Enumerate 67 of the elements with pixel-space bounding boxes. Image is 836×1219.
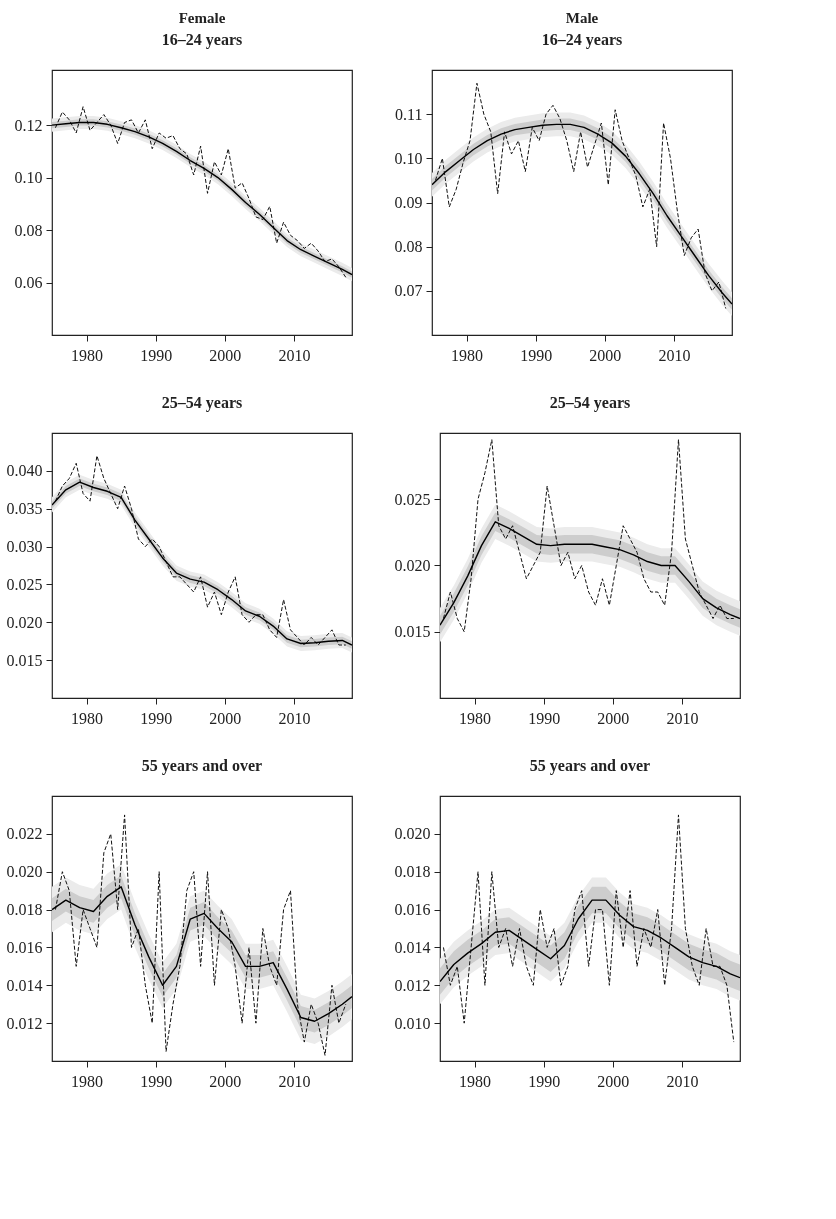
x-tick-label: 2010	[278, 1072, 311, 1090]
x-tick-label: 2010	[666, 1072, 699, 1090]
x-tick-label: 2000	[209, 709, 242, 727]
y-tick-label: 0.020	[394, 557, 431, 574]
x-tick-label: 2000	[589, 346, 622, 364]
y-tick-label: 0.10	[394, 149, 423, 167]
line-series	[440, 899, 740, 983]
x-tick-label: 1980	[451, 346, 484, 364]
x-tick-label: 1980	[71, 1072, 104, 1090]
y-tick-label: 0.012	[6, 1014, 43, 1032]
x-tick-label: 2000	[597, 1072, 630, 1090]
x-tick-label: 1980	[459, 1072, 492, 1090]
y-tick-label: 0.12	[14, 116, 43, 134]
chart-title: Male	[565, 10, 599, 26]
x-tick-label: 2000	[209, 346, 242, 364]
chart-title: 55 years and over	[529, 757, 651, 775]
chart-title: 55 years and over	[141, 757, 263, 775]
y-tick-label: 0.09	[394, 194, 423, 211]
y-tick-label: 0.020	[6, 613, 43, 631]
x-tick-label: 1990	[528, 709, 561, 727]
y-tick-label: 0.012	[394, 976, 431, 994]
y-tick-label: 0.10	[14, 169, 43, 187]
y-tick-label: 0.11	[395, 105, 423, 123]
line-series	[442, 439, 735, 633]
y-tick-label: 0.015	[394, 623, 431, 641]
y-tick-label: 0.016	[394, 901, 431, 919]
x-tick-label: 1990	[140, 346, 173, 364]
y-tick-label: 0.010	[394, 1014, 431, 1032]
line-series	[54, 814, 347, 1056]
x-tick-label: 2010	[666, 709, 699, 727]
line-series	[442, 814, 735, 1043]
y-tick-label: 0.07	[394, 282, 423, 300]
y-tick-label: 0.025	[394, 490, 431, 508]
y-tick-label: 0.022	[6, 825, 43, 843]
chart-subtitle: 16–24 years	[161, 31, 243, 49]
x-tick-label: 2010	[278, 709, 311, 727]
y-tick-label: 0.014	[394, 938, 431, 956]
y-tick-label: 0.040	[6, 462, 43, 480]
chart-title: 25–54 years	[549, 394, 631, 412]
x-tick-label: 2010	[658, 346, 691, 364]
x-tick-label: 1990	[140, 709, 173, 727]
x-tick-label: 1980	[71, 346, 104, 364]
x-tick-label: 1980	[459, 709, 492, 727]
x-tick-label: 2000	[209, 1072, 242, 1090]
y-tick-label: 0.015	[6, 651, 43, 669]
y-tick-label: 0.018	[394, 863, 431, 881]
y-tick-label: 0.020	[6, 863, 43, 881]
x-tick-label: 1980	[71, 709, 104, 727]
y-tick-label: 0.016	[6, 938, 43, 956]
y-tick-label: 0.020	[394, 825, 431, 843]
x-tick-label: 1990	[520, 346, 553, 364]
y-tick-label: 0.035	[6, 500, 43, 518]
y-tick-label: 0.014	[6, 976, 43, 994]
y-tick-label: 0.030	[6, 538, 43, 556]
chart-subtitle: 16–24 years	[541, 31, 623, 49]
y-tick-label: 0.06	[14, 274, 43, 292]
x-tick-label: 1990	[528, 1072, 561, 1090]
x-tick-label: 2000	[597, 709, 630, 727]
line-series	[434, 82, 727, 309]
x-tick-label: 1990	[140, 1072, 173, 1090]
chart-title: Female	[178, 10, 226, 26]
chart-title: 25–54 years	[161, 394, 243, 412]
y-tick-label: 0.018	[6, 901, 43, 919]
x-tick-label: 2010	[278, 346, 311, 364]
y-tick-label: 0.08	[14, 221, 43, 239]
y-tick-label: 0.08	[394, 238, 423, 256]
y-tick-label: 0.025	[6, 575, 43, 593]
